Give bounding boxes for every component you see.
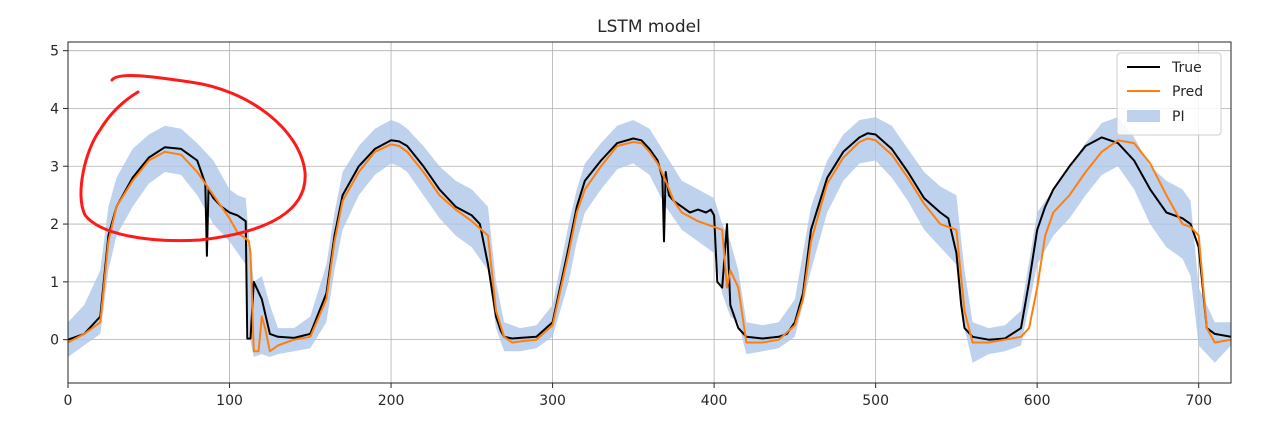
x-tick-label-6: 600 (1024, 393, 1051, 409)
y-axis: 0 1 2 3 4 5 (50, 44, 68, 349)
x-tick-label-0: 0 (64, 393, 73, 409)
line-layer (68, 132, 1231, 353)
y-tick-label-2: 2 (50, 217, 59, 233)
legend: True Pred PI (1116, 52, 1222, 136)
y-tick-label-0: 0 (50, 333, 59, 349)
y-tick-label-4: 4 (50, 101, 59, 117)
x-tick-label-5: 500 (862, 393, 889, 409)
x-axis: 0 100 200 300 400 500 600 700 (64, 383, 1212, 409)
chart-title: LSTM model (597, 17, 701, 37)
pi-layer (68, 117, 1231, 363)
red-circle-annotation (79, 74, 307, 243)
legend-pi-swatch (1127, 110, 1160, 122)
x-tick-label-4: 400 (701, 393, 728, 409)
true-series-line (68, 132, 1231, 341)
y-tick-label-3: 3 (50, 159, 59, 175)
x-tick-label-7: 700 (1185, 393, 1212, 409)
annotation-layer (79, 74, 307, 243)
x-tick-label-2: 200 (378, 393, 405, 409)
pi-band (68, 117, 1231, 363)
legend-pred-label: Pred (1172, 84, 1203, 100)
pred-series-line (68, 137, 1231, 353)
legend-box (1116, 52, 1222, 136)
y-tick-label-5: 5 (50, 44, 59, 60)
plot-frame (67, 41, 1232, 384)
legend-true-label: True (1171, 60, 1202, 76)
legend-pi-label: PI (1172, 109, 1185, 125)
x-tick-label-3: 300 (539, 393, 566, 409)
y-tick-label-1: 1 (50, 275, 59, 291)
x-tick-label-1: 100 (216, 393, 243, 409)
